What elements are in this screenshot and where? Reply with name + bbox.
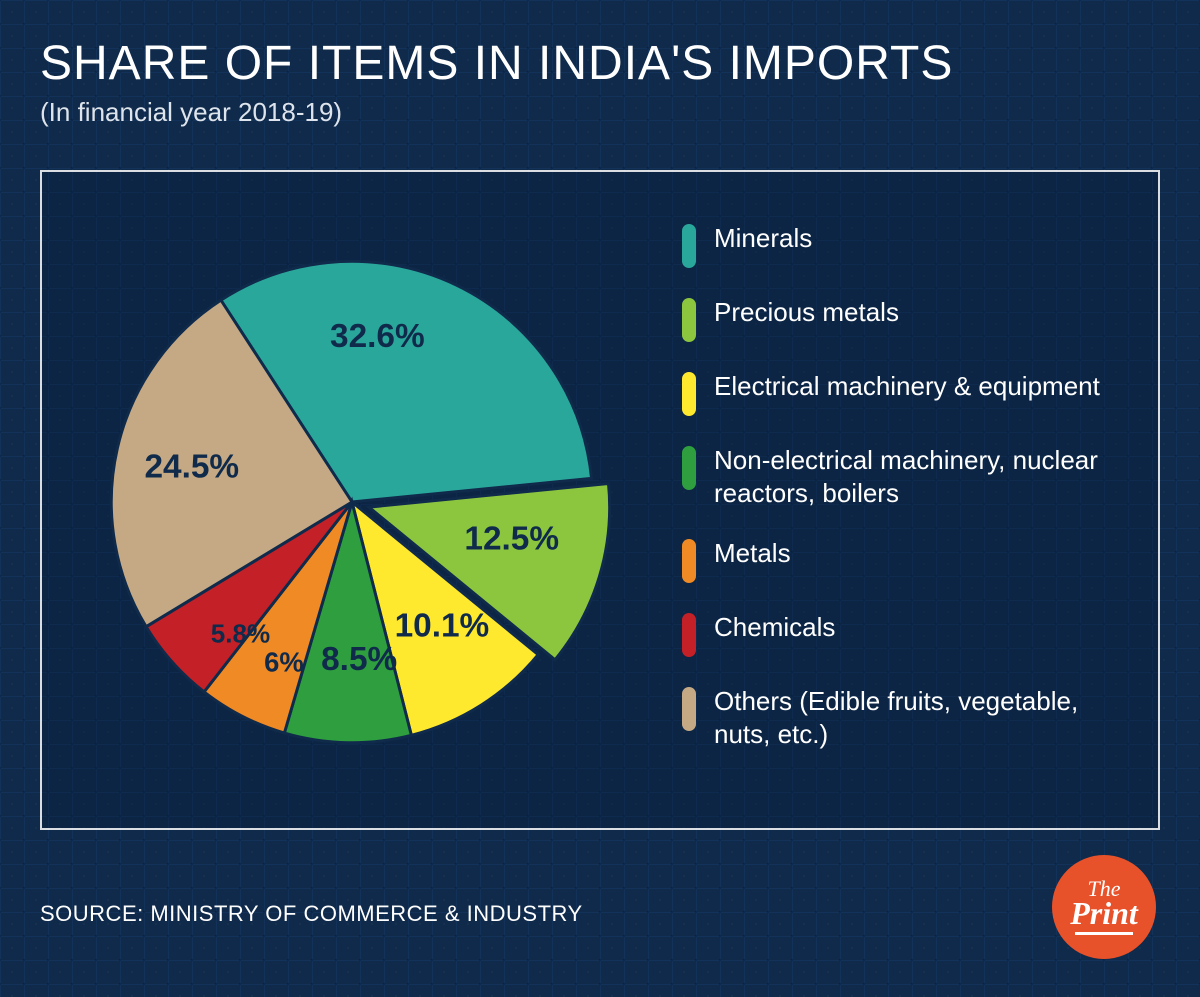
legend-swatch	[682, 224, 696, 268]
legend-item: Precious metals	[682, 296, 1128, 342]
legend-item: Electrical machinery & equipment	[682, 370, 1128, 416]
legend-swatch	[682, 613, 696, 657]
legend-item: Non-electrical machinery, nuclear reacto…	[682, 444, 1128, 509]
legend-item: Chemicals	[682, 611, 1128, 657]
legend-swatch	[682, 539, 696, 583]
legend-swatch	[682, 687, 696, 731]
pie-chart: 32.6% 12.5% 10.1%8.5% 6%5.8% 24.5%	[72, 212, 632, 792]
legend-item: Minerals	[682, 222, 1128, 268]
pie-slice-label: 6%	[264, 647, 304, 678]
legend-item: Metals	[682, 537, 1128, 583]
pie-slice-label: 5.8%	[211, 618, 270, 648]
legend-label: Chemicals	[714, 611, 835, 644]
page-title: SHARE OF ITEMS IN INDIA'S IMPORTS	[40, 36, 1160, 91]
pie-slice-label: 8.5%	[321, 641, 397, 678]
brand-underline	[1075, 932, 1133, 935]
header: SHARE OF ITEMS IN INDIA'S IMPORTS (In fi…	[40, 36, 1160, 128]
legend-item: Others (Edible fruits, vegetable, nuts, …	[682, 685, 1128, 750]
legend: Minerals Precious metals Electrical machin…	[682, 222, 1128, 750]
brand-line2: Print	[1070, 899, 1138, 928]
chart-panel: 32.6% 12.5% 10.1%8.5% 6%5.8% 24.5% Minerals P…	[40, 170, 1160, 830]
pie-slice-label: 32.6%	[330, 318, 425, 355]
pie-slice-label: 10.1%	[395, 608, 490, 645]
legend-label: Precious metals	[714, 296, 899, 329]
page-subtitle: (In financial year 2018-19)	[40, 97, 1160, 128]
legend-swatch	[682, 446, 696, 490]
pie-slice-label: 24.5%	[144, 449, 239, 486]
legend-label: Minerals	[714, 222, 812, 255]
legend-swatch	[682, 372, 696, 416]
legend-label: Others (Edible fruits, vegetable, nuts, …	[714, 685, 1128, 750]
legend-label: Electrical machinery & equipment	[714, 370, 1100, 403]
legend-label: Non-electrical machinery, nuclear reacto…	[714, 444, 1128, 509]
pie-slice-label: 12.5%	[464, 520, 559, 557]
pie-svg: 32.6% 12.5% 10.1%8.5% 6%5.8% 24.5%	[72, 212, 632, 792]
legend-label: Metals	[714, 537, 791, 570]
source-text: SOURCE: MINISTRY OF COMMERCE & INDUSTRY	[40, 901, 583, 927]
brand-badge: The Print	[1052, 855, 1156, 959]
legend-swatch	[682, 298, 696, 342]
